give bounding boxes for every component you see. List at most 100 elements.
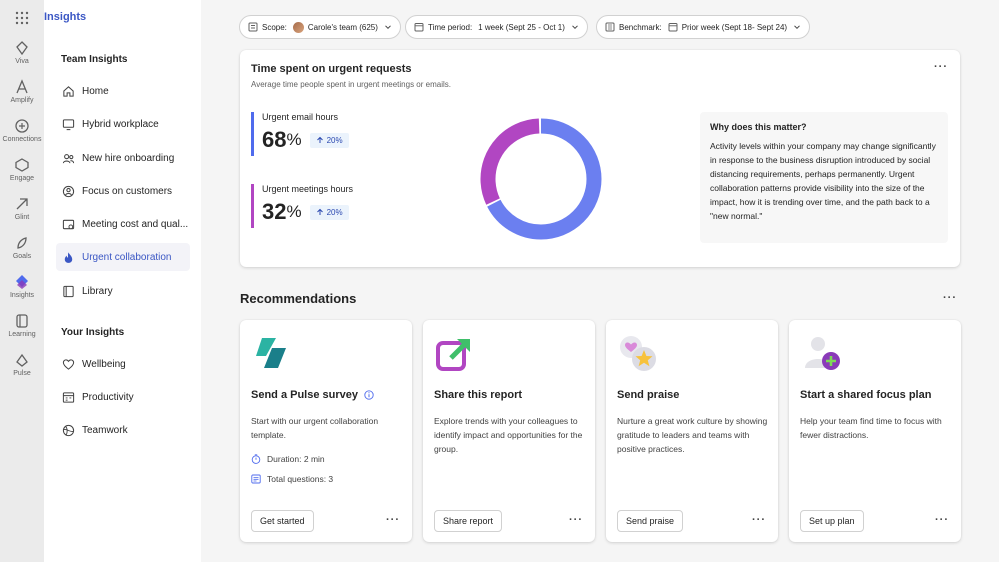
nav-item-new-hire-onboarding[interactable]: New hire onboarding (56, 144, 190, 172)
nav-item-hybrid-workplace[interactable]: Hybrid workplace (56, 110, 190, 138)
nav-item-wellbeing[interactable]: Wellbeing (56, 350, 190, 378)
pulse-survey-icon (256, 338, 286, 368)
focus-plan-icon (805, 337, 840, 370)
app-launcher-icon[interactable] (14, 10, 30, 26)
delta-value: 20% (326, 207, 343, 217)
nav-item-label: Productivity (82, 391, 134, 403)
rail-item-engage[interactable]: Engage (0, 157, 44, 195)
rail-item-learning[interactable]: Learning (0, 313, 44, 351)
more-options-icon[interactable]: ··· (386, 514, 400, 526)
benchmark-filter[interactable]: Benchmark: Prior week (Sept 18- Sept 24) (596, 15, 811, 39)
metric-value: 32 (262, 199, 287, 224)
calendar-icon (668, 23, 678, 32)
delta-badge: 20% (309, 132, 349, 148)
delta-badge: 20% (309, 204, 349, 220)
metric-value: 68 (262, 127, 287, 152)
nav-item-label: Hybrid workplace (82, 118, 159, 130)
rail-label: Goals (12, 253, 32, 260)
teamwork-icon (62, 424, 75, 436)
more-options-icon[interactable]: ··· (935, 514, 949, 526)
urgent-requests-card: Time spent on urgent requests Average ti… (240, 50, 960, 267)
library-icon (63, 285, 74, 297)
rail-item-glint[interactable]: Glint (0, 196, 44, 234)
delta-value: 20% (326, 135, 343, 145)
rec-card-pulse-survey: Send a Pulse survey Start with our urgen… (240, 320, 412, 542)
rec-title-text: Send a Pulse survey (251, 389, 358, 401)
rec-body: Nurture a great work culture by showing … (617, 416, 768, 454)
flame-icon (64, 251, 73, 263)
rail-item-amplify[interactable]: Amplify (0, 79, 44, 117)
more-options-icon[interactable]: ··· (934, 61, 948, 73)
time-period-filter[interactable]: Time period: 1 week (Sept 25 - Oct 1) (405, 15, 588, 39)
metric-meetings-hours: Urgent meetings hours 32% 20% (251, 184, 391, 228)
rail-item-viva[interactable]: Viva (0, 40, 44, 78)
rail-label: Learning (8, 331, 36, 338)
set-up-plan-button[interactable]: Set up plan (800, 510, 864, 532)
nav-item-label: Focus on customers (82, 185, 173, 197)
info-icon[interactable] (364, 390, 374, 400)
nav-heading-team-insights: Team Insights (61, 54, 128, 65)
nav-item-focus-on-customers[interactable]: Focus on customers (56, 177, 190, 205)
nav-item-productivity[interactable]: Productivity (56, 383, 190, 411)
nav-item-home[interactable]: Home (56, 77, 190, 105)
rail-label: Amplify (10, 97, 34, 104)
rec-title: Start a shared focus plan (800, 389, 932, 401)
rail-item-insights[interactable]: Insights (0, 274, 44, 312)
nav-item-label: Meeting cost and qual... (82, 218, 189, 230)
nav-item-library[interactable]: Library (56, 277, 190, 305)
recommendations-title: Recommendations (240, 291, 357, 306)
nav-item-label: Library (82, 285, 113, 297)
nav-item-label: Urgent collaboration (82, 251, 172, 263)
donut-segment-meetings (480, 118, 602, 240)
arrow-up-icon (316, 136, 323, 143)
praise-icon (620, 336, 656, 371)
heart-icon (62, 358, 75, 370)
metric-unit: % (286, 202, 302, 221)
connections-icon (15, 119, 29, 133)
scope-filter-label: Scope: (262, 22, 287, 32)
scope-filter-value: Carole's team (625) (307, 22, 378, 32)
more-options-icon[interactable]: ··· (943, 292, 957, 304)
rail-item-connections[interactable]: Connections (0, 118, 44, 156)
benchmark-label: Benchmark: (619, 22, 662, 32)
donut-chart (480, 118, 602, 240)
meeting-icon (62, 219, 75, 229)
rail-label: Viva (15, 58, 29, 65)
rail-label: Connections (2, 136, 42, 143)
send-praise-button[interactable]: Send praise (617, 510, 684, 532)
rail-item-goals[interactable]: Goals (0, 235, 44, 273)
nav-item-label: Wellbeing (82, 358, 126, 370)
arrow-up-icon (316, 208, 323, 215)
scope-filter[interactable]: Scope: Carole's team (625) (239, 15, 401, 39)
nav-item-urgent-collaboration[interactable]: Urgent collaboration (56, 243, 190, 271)
calendar-icon (414, 23, 424, 32)
rec-body: Help your team find time to focus with f… (800, 416, 942, 440)
nav-item-meeting-cost[interactable]: Meeting cost and qual... (56, 210, 190, 238)
more-options-icon[interactable]: ··· (569, 514, 583, 526)
rail-item-pulse[interactable]: Pulse (0, 352, 44, 390)
time-period-label: Time period: (428, 22, 473, 32)
list-icon (251, 474, 261, 484)
get-started-button[interactable]: Get started (251, 510, 314, 532)
metric-email-hours: Urgent email hours 68% 20% (251, 112, 391, 156)
people-icon (62, 153, 75, 163)
benchmark-value: Prior week (Sept 18- Sept 24) (681, 22, 788, 32)
nav-item-label: Home (82, 85, 109, 97)
chevron-down-icon (385, 25, 391, 30)
benchmark-icon (605, 22, 615, 32)
rail-label: Pulse (13, 370, 31, 377)
nav-item-teamwork[interactable]: Teamwork (56, 416, 190, 444)
home-icon (63, 85, 74, 97)
rail-label: Glint (14, 214, 30, 221)
nav-heading-your-insights: Your Insights (61, 327, 125, 338)
why-panel: Why does this matter? Activity levels wi… (700, 112, 948, 243)
chevron-down-icon (794, 25, 800, 30)
share-report-button[interactable]: Share report (434, 510, 503, 532)
card-title: Time spent on urgent requests (251, 63, 412, 75)
rec-duration-text: Duration: 2 min (267, 454, 325, 464)
metric-unit: % (286, 130, 302, 149)
why-title: Why does this matter? (710, 122, 807, 132)
calendar-icon (62, 391, 75, 403)
rail-label: Insights (9, 292, 35, 299)
more-options-icon[interactable]: ··· (752, 514, 766, 526)
